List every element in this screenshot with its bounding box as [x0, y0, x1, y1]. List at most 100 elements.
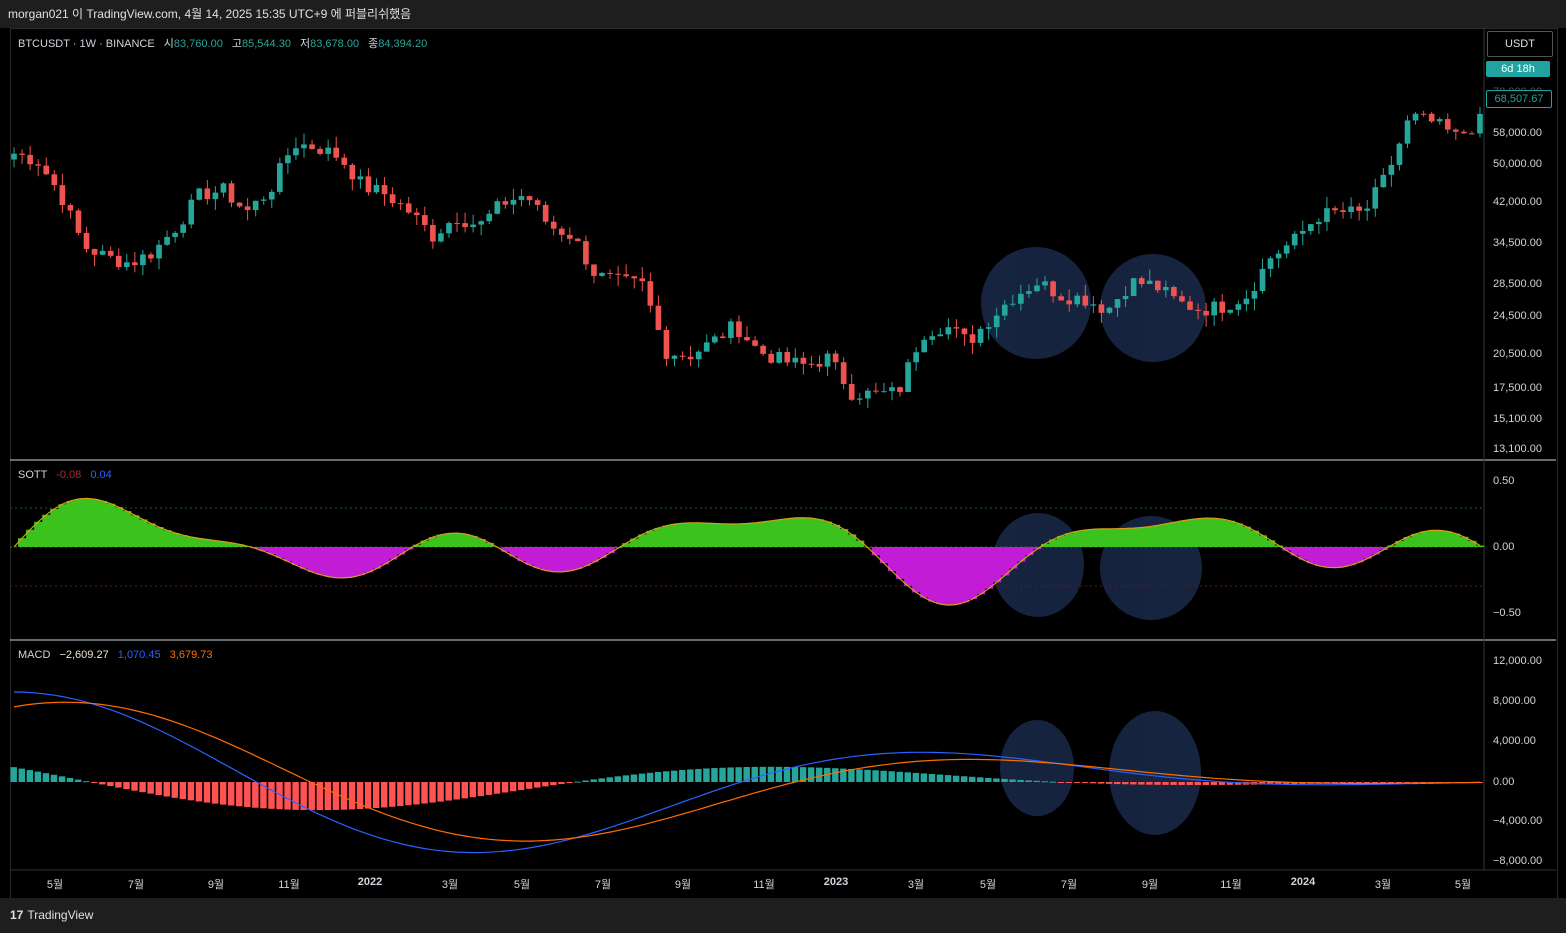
sott-bar — [1314, 547, 1324, 566]
time-axis-label: 11월 — [753, 879, 775, 891]
sott-bar — [1475, 545, 1485, 547]
macd-histogram-bar — [606, 777, 613, 782]
chart-canvas[interactable] — [10, 28, 1556, 898]
candle-body — [623, 274, 629, 277]
macd-histogram-bar — [260, 782, 267, 809]
macd-histogram-bar — [1170, 782, 1177, 785]
sott-axis-label: −0.50 — [1493, 607, 1521, 619]
sott-bar — [1411, 533, 1421, 547]
candle-body — [720, 336, 726, 338]
macd-histogram-bar — [775, 766, 783, 782]
low-label: 저 — [300, 38, 311, 50]
footer-bar — [0, 898, 1566, 933]
candle-body — [518, 196, 525, 200]
macd-histogram-bar — [308, 782, 315, 811]
price-axis-label: 58,000.00 — [1493, 127, 1542, 139]
candle-body — [1396, 143, 1403, 165]
sott-bar — [1024, 547, 1034, 556]
tradingview-logo[interactable]: 17 TradingView — [10, 908, 93, 922]
candle-body — [1235, 304, 1242, 310]
macd-histogram-bar — [1097, 782, 1105, 784]
candle-body — [1308, 224, 1314, 232]
macd-histogram-bar — [236, 782, 243, 807]
macd-histogram-bar — [405, 782, 412, 806]
candle-body — [1420, 113, 1427, 115]
sott-bar — [1467, 540, 1477, 547]
sott-bar — [734, 523, 744, 547]
candle-body — [172, 232, 178, 237]
candle-body — [913, 352, 919, 363]
sott-bar — [839, 529, 849, 547]
macd-histogram-bar — [1355, 782, 1363, 784]
candle-body — [1066, 300, 1073, 305]
macd-histogram-bar — [1130, 782, 1137, 785]
candle-body — [1380, 174, 1387, 188]
macd-histogram-bar — [413, 782, 420, 805]
candle-body — [639, 278, 646, 282]
candle-body — [526, 196, 533, 201]
candle-body — [1074, 295, 1081, 305]
time-axis-label: 5월 — [46, 879, 64, 891]
sott-bar — [896, 547, 905, 579]
sott-bar — [1242, 526, 1251, 547]
sott-bar — [308, 547, 317, 572]
macd-histogram-bar — [920, 773, 928, 782]
candle-body — [132, 262, 138, 266]
time-axis-label: 2024 — [1290, 876, 1316, 888]
time-axis-label: 7월 — [127, 879, 145, 891]
sott-bar — [364, 547, 373, 573]
price-axis-label: 13,100.00 — [1493, 443, 1542, 455]
macd-histogram-bar — [1033, 780, 1040, 782]
sott-bar — [82, 498, 92, 547]
candle-body — [905, 362, 911, 392]
macd-histogram-bar — [791, 767, 799, 782]
sott-bar — [791, 517, 800, 547]
candle-body — [1436, 119, 1443, 122]
macd-histogram-bar — [1283, 782, 1290, 785]
candle-body — [663, 329, 670, 359]
macd-histogram-bar — [461, 782, 469, 799]
sott-bar — [1435, 530, 1445, 547]
candle-body — [856, 398, 863, 400]
macd-histogram-bar — [316, 782, 324, 811]
sott-bar — [179, 535, 188, 547]
candle-body — [671, 355, 678, 359]
candle-body — [43, 165, 50, 175]
macd-histogram-bar — [1017, 779, 1024, 782]
macd-histogram-bar — [300, 782, 307, 811]
symbol-label[interactable]: BTCUSDT · 1W · BINANCE — [18, 38, 155, 50]
macd-histogram-bar — [139, 782, 146, 793]
macd-histogram-bar — [558, 782, 565, 784]
macd-histogram-bar — [1162, 782, 1169, 785]
macd-name[interactable]: MACD — [18, 649, 51, 661]
macd-histogram-bar — [1009, 779, 1016, 782]
price-axis-label: 28,500.00 — [1493, 278, 1542, 290]
macd-histogram-bar — [1234, 782, 1242, 785]
macd-histogram-bar — [1267, 782, 1274, 785]
candle-body — [1243, 298, 1250, 305]
candle-body — [236, 202, 243, 207]
macd-histogram-bar — [26, 770, 34, 782]
currency-selector[interactable]: USDT — [1487, 31, 1553, 57]
sott-bar — [130, 515, 140, 547]
candle-body — [478, 221, 485, 225]
candle-body — [679, 355, 686, 357]
macd-histogram-bar — [1371, 782, 1379, 783]
macd-histogram-bar — [437, 782, 444, 802]
macd-histogram-bar — [1122, 782, 1129, 785]
candle-body — [381, 185, 388, 195]
sott-bar — [912, 547, 921, 593]
sott-value-2: 0.04 — [90, 469, 112, 481]
macd-histogram-bar — [107, 782, 114, 787]
sott-name[interactable]: SOTT — [18, 469, 48, 481]
sott-bar — [74, 499, 83, 547]
sott-bar — [984, 547, 994, 589]
candle-body — [1106, 307, 1113, 313]
sott-bar — [420, 540, 430, 547]
candle-body — [99, 250, 106, 255]
macd-histogram-bar — [904, 772, 912, 782]
sott-axis-label: 0.00 — [1493, 541, 1515, 553]
candle-body — [1372, 187, 1379, 209]
macd-histogram-bar — [147, 782, 154, 794]
macd-histogram-bar — [1403, 782, 1411, 783]
